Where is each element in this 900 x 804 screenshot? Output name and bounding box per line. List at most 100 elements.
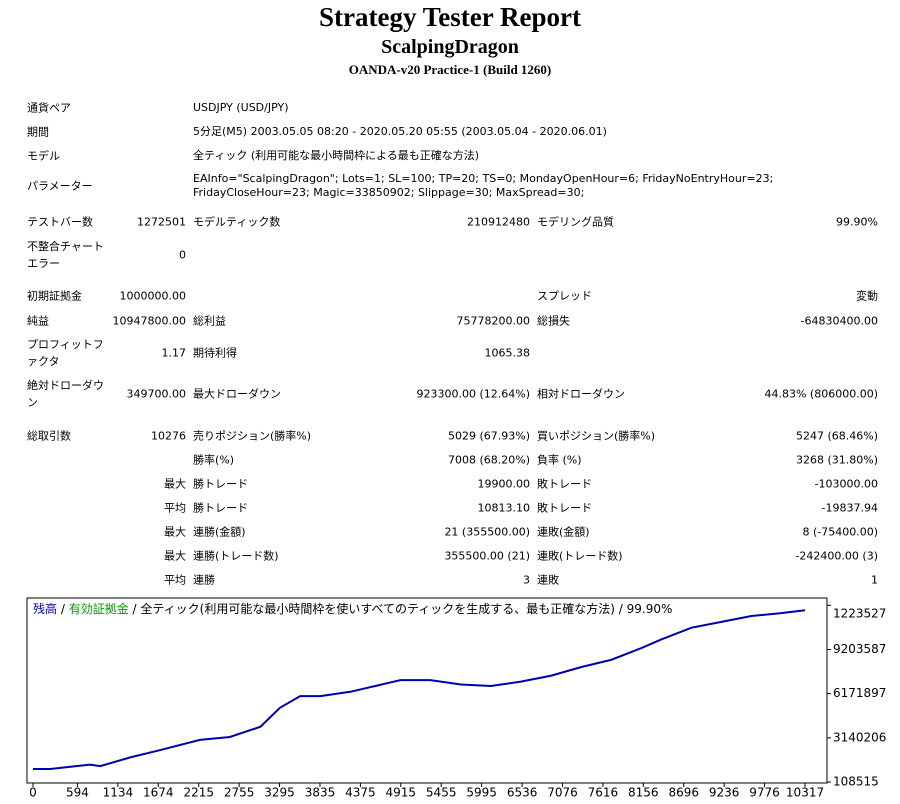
stat-value: 10813.10	[477, 501, 531, 515]
x-tick-label: 5455	[426, 786, 457, 800]
stat-value: 1000000.00	[119, 289, 186, 303]
stat-value: 5029 (67.93%)	[447, 429, 530, 443]
stat-value: 平均	[164, 501, 186, 515]
stat-value: 平均	[164, 573, 186, 587]
x-tick-label: 2755	[224, 786, 255, 800]
balance-line	[33, 609, 806, 771]
stat-label: 敗トレード	[537, 477, 592, 491]
stat-label: 連勝(トレード数)	[193, 549, 279, 563]
stat-label: 勝率(%)	[193, 453, 235, 467]
legend: 残高 / 有効証拠金 / 全ティック(利用可能な最小時間枠を使いすべてのティック…	[33, 601, 672, 616]
stat-label: 敗トレード	[537, 501, 592, 515]
y-tick-label: 108515	[833, 775, 879, 789]
plot-frame	[26, 597, 828, 784]
stat-value: 10947800.00	[112, 314, 186, 328]
x-tick-label: 7616	[588, 786, 619, 800]
x-tick-label: 2215	[183, 786, 214, 800]
title: Strategy Tester Report	[319, 2, 581, 32]
info-label: パラメーター	[27, 179, 93, 193]
stat-label: テストバー数	[27, 215, 93, 229]
stat-label: プロフィットファクタ	[27, 338, 104, 368]
stat-value: 10276	[151, 429, 186, 443]
stat-label: 連勝(金額)	[193, 525, 246, 539]
stat-label: 初期証拠金	[27, 289, 82, 303]
stat-value: 最大	[164, 549, 186, 563]
x-tick-label: 1134	[103, 786, 134, 800]
stat-label: 不整合チャートエラー	[27, 240, 104, 270]
info-label: 通貨ペア	[27, 101, 71, 115]
x-tick-label: 8156	[628, 786, 659, 800]
stat-value: -242400.00 (3)	[795, 549, 878, 563]
y-tick-label: 9203587	[833, 642, 886, 656]
stat-label: 相対ドローダウン	[537, 387, 625, 401]
stat-value: 1	[871, 573, 878, 587]
stat-label: 総損失	[537, 314, 570, 328]
stat-value: 19900.00	[477, 477, 531, 491]
x-tick-label: 4375	[345, 786, 376, 800]
info-label: 期間	[27, 125, 49, 139]
subtitle: ScalpingDragon	[381, 36, 519, 58]
stat-label: 連敗	[537, 573, 559, 587]
info-value: 5分足(M5) 2003.05.05 08:20 - 2020.05.20 05…	[193, 125, 607, 138]
x-tick-label: 10317	[786, 786, 824, 800]
stat-label: 純益	[27, 314, 49, 328]
stat-value: 変動	[856, 289, 878, 303]
stat-value: 5247 (68.46%)	[795, 429, 878, 443]
x-tick-label: 7076	[547, 786, 578, 800]
y-tick-label: 6171897	[833, 686, 886, 700]
x-tick-label: 3295	[264, 786, 295, 800]
stat-label: スプレッド	[537, 289, 592, 303]
stat-label: 勝トレード	[193, 477, 248, 491]
stat-value: 最大	[164, 477, 186, 491]
stat-value: 8 (-75400.00)	[802, 525, 878, 539]
stat-value: 最大	[164, 525, 186, 539]
stat-label: 売りポジション(勝率%)	[193, 429, 312, 443]
stat-label: 最大ドローダウン	[193, 387, 281, 401]
stat-label: 買いポジション(勝率%)	[537, 429, 656, 443]
stat-label: 勝トレード	[193, 501, 248, 515]
stat-value: -19837.94	[821, 501, 878, 515]
x-tick-label: 9236	[709, 786, 740, 800]
stat-label: 総取引数	[27, 429, 71, 443]
stat-label: モデルティック数	[193, 215, 281, 229]
legend-balance: 残高	[33, 601, 57, 616]
separator: /	[615, 602, 627, 616]
stat-value: 21 (355500.00)	[444, 525, 530, 539]
info-value: 全ティック (利用可能な最小時間枠による最も正確な方法)	[193, 149, 480, 162]
stat-value: 44.83% (806000.00)	[764, 387, 878, 401]
stat-value: 3	[523, 573, 530, 587]
stat-label: 絶対ドローダウン	[27, 379, 104, 409]
x-tick-label: 4915	[386, 786, 417, 800]
stat-label: 期待利得	[193, 346, 237, 360]
stat-value: 75778200.00	[456, 314, 530, 328]
build: OANDA-v20 Practice-1 (Build 1260)	[348, 62, 552, 77]
x-tick-label: 3835	[305, 786, 336, 800]
stat-label: 連敗(金額)	[537, 525, 590, 539]
stat-value: 210912480	[467, 215, 530, 229]
stat-label: 負率 (%)	[537, 453, 582, 467]
x-tick-label: 5995	[466, 786, 497, 800]
legend-model: 全ティック(利用可能な最小時間枠を使いすべてのティックを生成する、最も正確な方法…	[140, 601, 615, 616]
info-value: USDJPY (USD/JPY)	[193, 101, 289, 114]
info-value: EAInfo="ScalpingDragon"; Lots=1; SL=100;…	[193, 172, 774, 199]
stat-label: 連敗(トレード数)	[537, 549, 623, 563]
stat-value: 1.17	[161, 346, 187, 360]
stat-value: 1272501	[137, 215, 186, 229]
y-tick-label: 1223527	[833, 607, 886, 621]
x-tick-label: 1674	[143, 786, 174, 800]
stat-value: -103000.00	[814, 477, 878, 491]
x-tick-label: 8696	[668, 786, 699, 800]
info-label: モデル	[27, 149, 60, 163]
stat-value: 3268 (31.80%)	[795, 453, 878, 467]
stat-label: モデリング品質	[537, 215, 614, 229]
x-tick-label: 0	[29, 786, 37, 800]
stat-value: 349700.00	[126, 387, 187, 401]
legend-quality: 99.90%	[627, 602, 673, 616]
stat-value: 99.90%	[836, 215, 878, 229]
x-tick-label: 9776	[749, 786, 780, 800]
stat-label: 総利益	[193, 314, 226, 328]
x-tick-label: 6536	[507, 786, 538, 800]
stat-label: 連勝	[193, 573, 215, 587]
